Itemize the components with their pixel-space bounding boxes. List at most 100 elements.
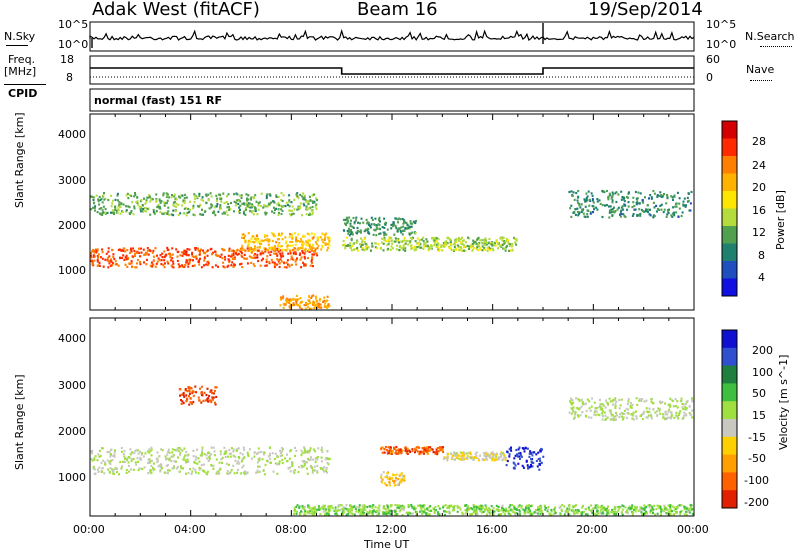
data-cell: [265, 264, 268, 267]
data-cell: [288, 213, 291, 216]
data-cell: [626, 208, 629, 211]
data-cell: [534, 508, 537, 512]
data-cell: [189, 386, 192, 389]
data-cell: [148, 458, 151, 461]
data-cell: [267, 455, 270, 458]
data-cell: [236, 462, 239, 465]
data-cell: [584, 513, 587, 516]
data-cell: [262, 252, 265, 255]
data-cell: [674, 507, 677, 511]
data-cell: [132, 247, 135, 250]
data-cell: [539, 508, 542, 511]
data-cell: [146, 247, 149, 250]
data-cell: [334, 509, 337, 512]
data-cell: [517, 452, 520, 455]
data-cell: [621, 412, 624, 415]
data-cell: [434, 451, 437, 454]
data-cell: [568, 504, 571, 507]
data-cell: [364, 245, 367, 248]
data-cell: [282, 194, 285, 197]
data-cell: [414, 240, 417, 243]
colorbar-swatch: [722, 226, 737, 244]
data-cell: [199, 467, 202, 470]
data-cell: [605, 417, 608, 421]
data-cell: [155, 198, 158, 201]
data-cell: [187, 471, 190, 475]
data-cell: [612, 403, 614, 406]
data-cell: [440, 243, 443, 247]
data-cell: [361, 505, 364, 508]
data-cell: [586, 398, 589, 401]
data-cell: [312, 294, 315, 297]
data-cell: [121, 210, 124, 213]
data-cell: [582, 212, 585, 215]
data-cell: [389, 505, 392, 508]
data-cell: [475, 510, 478, 513]
data-cell: [427, 248, 430, 251]
data-cell: [281, 450, 283, 453]
data-cell: [475, 505, 478, 509]
data-cell: [232, 454, 235, 457]
data-cell: [627, 205, 630, 208]
data-cell: [351, 512, 354, 516]
data-cell: [126, 458, 129, 462]
data-cell: [138, 206, 141, 209]
data-cell: [655, 508, 658, 511]
data-cell: [369, 505, 372, 508]
data-cell: [277, 202, 280, 205]
x-tick: 12:00: [375, 523, 407, 536]
data-cell: [366, 511, 369, 514]
data-cell: [150, 454, 153, 457]
data-cell: [486, 452, 489, 455]
data-cell: [321, 450, 324, 453]
data-cell: [296, 257, 298, 260]
data-cell: [273, 252, 276, 255]
data-cell: [252, 240, 255, 243]
data-cell: [192, 390, 195, 393]
data-cell: [491, 244, 494, 247]
data-cell: [119, 256, 121, 259]
data-cell: [468, 245, 471, 248]
data-cell: [377, 243, 380, 246]
data-cell: [684, 205, 687, 208]
data-cell: [425, 448, 428, 451]
data-cell: [277, 258, 280, 262]
data-cell: [615, 191, 618, 194]
data-cell: [371, 513, 374, 516]
data-cell: [183, 201, 186, 205]
data-cell: [672, 405, 675, 408]
data-cell: [266, 193, 269, 196]
data-cell: [670, 415, 673, 418]
data-cell: [180, 467, 183, 470]
data-cell: [480, 508, 483, 511]
data-cell: [538, 457, 541, 460]
data-cell: [156, 451, 159, 454]
data-cell: [206, 470, 209, 473]
data-cell: [386, 472, 389, 475]
data-cell: [648, 197, 650, 200]
data-cell: [401, 506, 404, 509]
data-cell: [515, 512, 518, 515]
data-cell: [599, 406, 602, 409]
data-cell: [150, 464, 153, 468]
data-cell: [493, 510, 496, 513]
data-cell: [363, 248, 366, 251]
data-cell: [615, 513, 617, 516]
data-cell: [589, 409, 592, 412]
data-cell: [316, 470, 319, 473]
data-cell: [144, 452, 147, 455]
data-cell: [676, 406, 679, 409]
data-cell: [407, 243, 410, 246]
data-cell: [610, 417, 613, 420]
data-cell: [205, 454, 208, 457]
data-cell: [435, 243, 438, 246]
data-cell: [224, 212, 227, 215]
data-cell: [475, 247, 478, 250]
data-cell: [357, 249, 360, 252]
data-cell: [577, 189, 580, 193]
data-cell: [256, 256, 259, 259]
data-cell: [488, 507, 490, 510]
data-cell: [241, 244, 244, 247]
data-cell: [188, 260, 191, 263]
data-cell: [597, 413, 600, 416]
